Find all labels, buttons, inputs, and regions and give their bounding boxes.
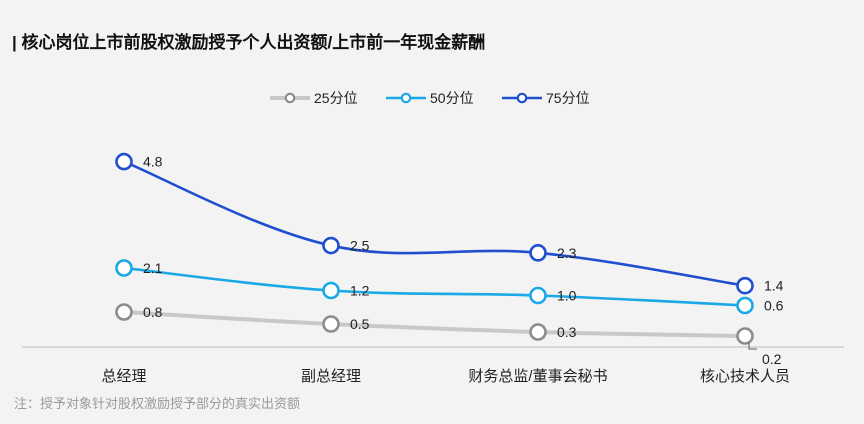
- data-label-25分位-核心技术人员: 0.2: [762, 351, 782, 367]
- data-label-25分位-财务总监/董事会秘书: 0.3: [557, 324, 577, 340]
- legend-marker-50分位: [400, 92, 412, 104]
- series-line-75分位: [122, 160, 747, 287]
- x-tick-label-副总经理: 副总经理: [301, 368, 361, 385]
- data-point-50分位-副总经理: [322, 281, 340, 300]
- data-label-75分位-总经理: 4.8: [143, 154, 163, 170]
- data-label-leader-line: [748, 343, 757, 350]
- data-label-50分位-核心技术人员: 0.6: [764, 298, 784, 314]
- data-point-25分位-副总经理: [322, 315, 340, 333]
- legend-label-75分位: 75分位: [546, 90, 590, 106]
- footnote: 注：授予对象针对股权激励授予部分的真实出资额: [14, 396, 301, 411]
- data-label-50分位-副总经理: 1.2: [350, 283, 370, 299]
- data-point-75分位-财务总监/董事会秘书: [529, 244, 547, 262]
- data-point-75分位-副总经理: [322, 236, 340, 255]
- chart-title: | 核心岗位上市前股权激励授予个人出资额/上市前一年现金薪酬: [12, 33, 486, 52]
- series-line-50分位: [122, 266, 747, 307]
- data-point-50分位-核心技术人员: [736, 296, 754, 315]
- data-point-75分位-核心技术人员: [736, 276, 754, 295]
- data-point-75分位-总经理: [115, 152, 133, 171]
- data-label-50分位-财务总监/董事会秘书: 1.0: [557, 288, 577, 304]
- data-label-50分位-总经理: 2.1: [143, 260, 163, 276]
- data-label-75分位-副总经理: 2.5: [350, 238, 370, 254]
- data-point-50分位-总经理: [115, 259, 133, 277]
- legend-marker-25分位: [284, 92, 296, 104]
- data-point-25分位-总经理: [115, 303, 133, 321]
- data-point-50分位-财务总监/董事会秘书: [529, 286, 547, 305]
- data-label-25分位-总经理: 0.8: [143, 304, 163, 320]
- data-label-25分位-副总经理: 0.5: [350, 316, 370, 332]
- x-tick-label-总经理: 总经理: [101, 368, 146, 385]
- series-line-25分位: [122, 310, 747, 338]
- legend-label-25分位: 25分位: [314, 90, 358, 106]
- legend-label-50分位: 50分位: [430, 90, 474, 106]
- data-point-25分位-财务总监/董事会秘书: [529, 323, 547, 341]
- data-point-25分位-核心技术人员: [736, 327, 754, 345]
- x-tick-label-核心技术人员: 核心技术人员: [700, 368, 790, 385]
- data-label-75分位-财务总监/董事会秘书: 2.3: [557, 245, 577, 261]
- data-label-75分位-核心技术人员: 1.4: [764, 278, 784, 294]
- x-tick-label-财务总监/董事会秘书: 财务总监/董事会秘书: [468, 368, 607, 385]
- legend-marker-75分位: [516, 92, 528, 104]
